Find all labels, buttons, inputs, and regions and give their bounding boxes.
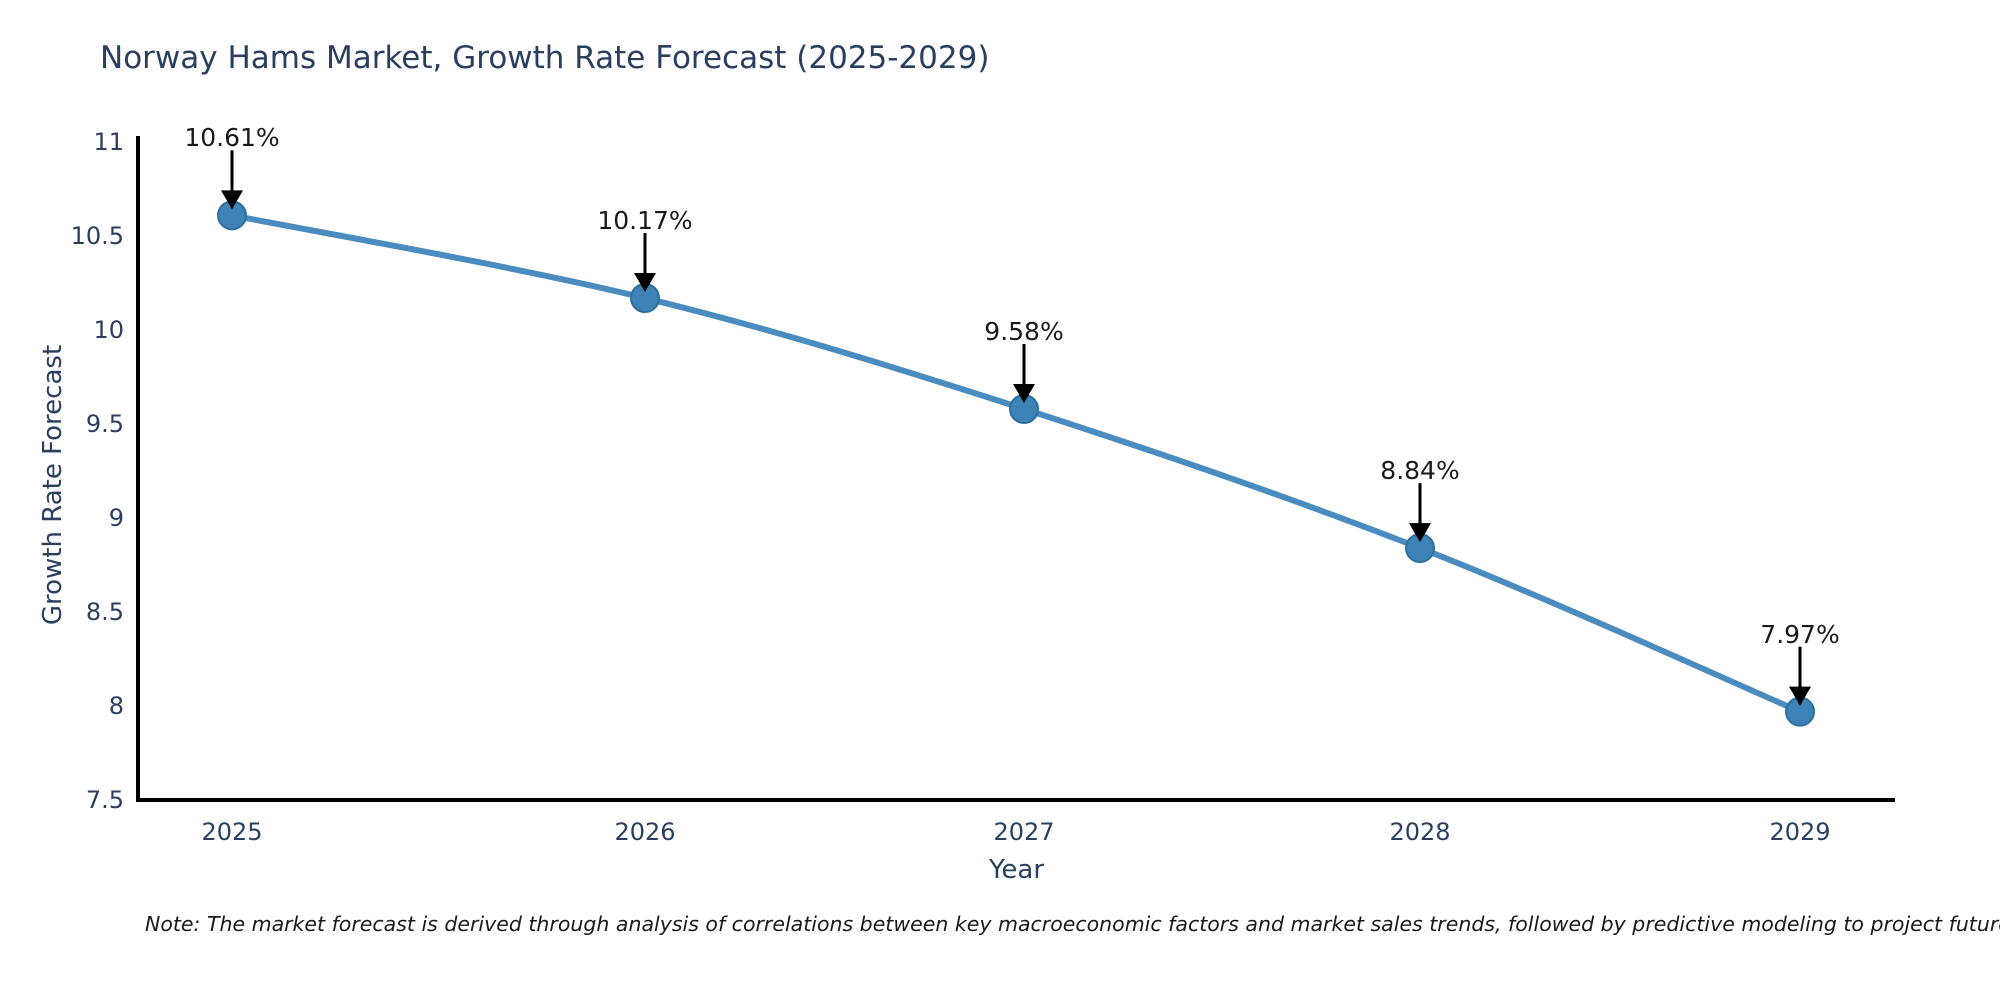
annotation-arrow-head [221,190,243,210]
annotation-arrow-head [1013,383,1035,403]
y-axis-tick-label: 10.5 [70,222,124,250]
chart-note: Note: The market forecast is derived thr… [145,912,2000,936]
x-axis-title: Year [988,855,1045,885]
data-point-markers [217,200,1815,727]
data-point-value-label: 8.84% [1380,456,1460,486]
annotation-arrow-head [634,273,656,293]
x-axis-tick-label: 2025 [201,818,263,846]
data-point-value-label: 7.97% [1760,619,1840,649]
y-axis-tick-label: 10 [93,316,124,344]
chart-title: Norway Hams Market, Growth Rate Forecast… [100,40,990,76]
annotation-arrow-head [1409,523,1431,543]
y-axis-tick-label: 7.5 [85,786,124,814]
y-axis-tick-label: 11 [93,128,124,156]
data-point-value-label: 10.17% [597,206,693,236]
series-line-growth-rate [229,212,1803,715]
y-axis-tick-label: 9 [108,504,124,532]
annotation-arrows [221,150,1811,706]
y-axis-tick-label: 8 [108,692,124,720]
annotation-arrow-head [1789,686,1811,706]
x-axis-tick-label: 2027 [993,818,1055,846]
y-axis-title: Growth Rate Forecast [38,344,68,626]
data-series-line [229,212,1803,715]
x-axis-tick-label: 2029 [1769,818,1831,846]
data-point-value-label: 10.61% [184,123,280,153]
x-axis-tick-label: 2028 [1389,818,1451,846]
data-point-value-label: 9.58% [984,316,1064,346]
x-axis-tick-label: 2026 [614,818,676,846]
axes-group [136,136,1895,802]
y-axis-tick-label: 8.5 [85,598,124,626]
y-axis-tick-label: 9.5 [85,410,124,438]
